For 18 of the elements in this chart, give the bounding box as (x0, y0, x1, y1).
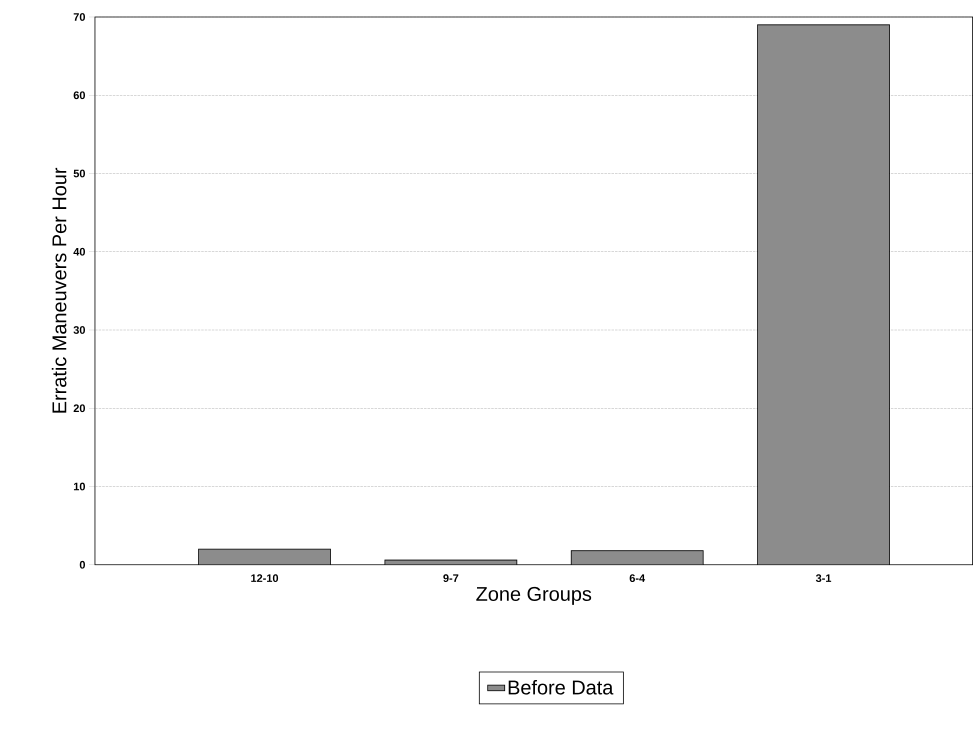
y-tick-label: 30 (74, 326, 85, 334)
y-axis-title: Erratic Maneuvers Per Hour (52, 168, 66, 413)
x-axis-title: Zone Groups (476, 587, 592, 606)
y-tick-label: 60 (74, 92, 85, 100)
x-tick-label: 12-10 (251, 574, 278, 582)
y-tick-label: 10 (74, 482, 85, 491)
x-tick-label: 6-4 (630, 574, 646, 582)
y-tick-label: 40 (73, 248, 85, 256)
x-tick-label: 3-1 (816, 574, 832, 582)
legend-label: Before Data (508, 680, 614, 695)
bar (757, 24, 890, 565)
bar (571, 550, 704, 565)
y-tick-label: 50 (74, 170, 85, 178)
y-tick-label: 20 (74, 404, 85, 412)
y-tick-label: 70 (74, 13, 85, 22)
x-tick-label: 9-7 (443, 574, 458, 582)
y-tick-label: 0 (80, 561, 85, 569)
bar (198, 548, 331, 565)
